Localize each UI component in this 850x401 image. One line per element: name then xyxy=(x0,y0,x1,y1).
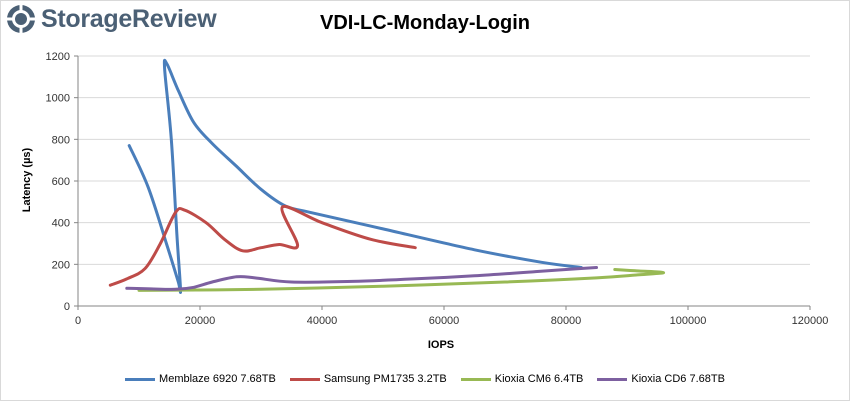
x-tick-label: 0 xyxy=(75,315,81,327)
y-tick-label: 400 xyxy=(52,218,70,230)
axes xyxy=(74,55,811,310)
legend-swatch-1 xyxy=(289,377,320,381)
x-axis-label: IOPS xyxy=(428,339,454,351)
y-tick-label: 1000 xyxy=(46,93,70,105)
x-tick-label: 20000 xyxy=(185,315,216,327)
series-line-0 xyxy=(127,58,583,294)
legend-label-2: Kioxia CM6 6.4TB xyxy=(494,373,584,385)
y-tick-label: 200 xyxy=(52,259,70,271)
chart-title: VDI-LC-Monday-Login xyxy=(320,12,530,34)
x-tick-label: 120000 xyxy=(792,315,829,327)
legend-label-1: Samsung PM1735 3.2TB xyxy=(323,373,447,385)
series-line-3 xyxy=(125,266,598,291)
y-axis-label: Latency (µs) xyxy=(21,147,33,212)
y-tick-label: 0 xyxy=(64,301,70,313)
brand-name: StorageReview xyxy=(41,4,217,33)
grid-lines xyxy=(78,55,810,265)
legend-swatch-2 xyxy=(460,377,491,381)
legend-item-0: Memblaze 6920 7.68TB xyxy=(125,373,276,385)
x-tick-label: 100000 xyxy=(670,315,707,327)
y-tick-label: 800 xyxy=(52,134,70,146)
legend-swatch-0 xyxy=(125,377,156,381)
legend-label-3: Kioxia CD6 7.68TB xyxy=(631,373,725,385)
legend-item-2: Kioxia CM6 6.4TB xyxy=(460,373,584,385)
series-line-1 xyxy=(108,204,417,287)
legend-item-1: Samsung PM1735 3.2TB xyxy=(289,373,447,385)
legend-label-0: Memblaze 6920 7.68TB xyxy=(159,373,276,385)
x-tick-label: 40000 xyxy=(307,315,338,327)
x-tick-label: 80000 xyxy=(551,315,582,327)
series-lines xyxy=(108,58,666,294)
brand-logo: StorageReview xyxy=(6,4,217,34)
y-tick-label: 1200 xyxy=(46,51,70,63)
storagereview-gear-icon xyxy=(6,4,36,34)
legend-item-3: Kioxia CD6 7.68TB xyxy=(597,373,725,385)
legend: Memblaze 6920 7.68TB Samsung PM1735 3.2TB… xyxy=(0,373,850,385)
series-line-2 xyxy=(137,268,666,292)
y-tick-label: 600 xyxy=(52,176,70,188)
legend-swatch-3 xyxy=(597,377,628,381)
tick-labels: 0 200 400 600 800 1000 1200 0 20000 40000 60000 800… xyxy=(46,51,829,327)
x-tick-label: 60000 xyxy=(429,315,460,327)
